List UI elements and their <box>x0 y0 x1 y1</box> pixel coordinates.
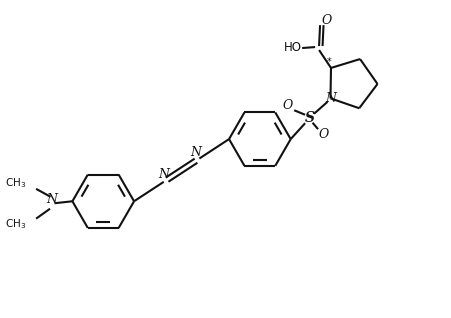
Text: HO: HO <box>283 41 301 54</box>
Text: N: N <box>158 168 169 181</box>
Text: O: O <box>282 99 292 112</box>
Text: N: N <box>325 92 336 105</box>
Text: S: S <box>304 111 314 125</box>
Text: CH$_3$: CH$_3$ <box>5 217 27 231</box>
Text: *: * <box>326 57 331 67</box>
Text: O: O <box>318 128 328 141</box>
Text: N: N <box>46 193 57 206</box>
Text: O: O <box>321 14 331 27</box>
Text: N: N <box>190 147 201 159</box>
Text: CH$_3$: CH$_3$ <box>5 176 27 190</box>
